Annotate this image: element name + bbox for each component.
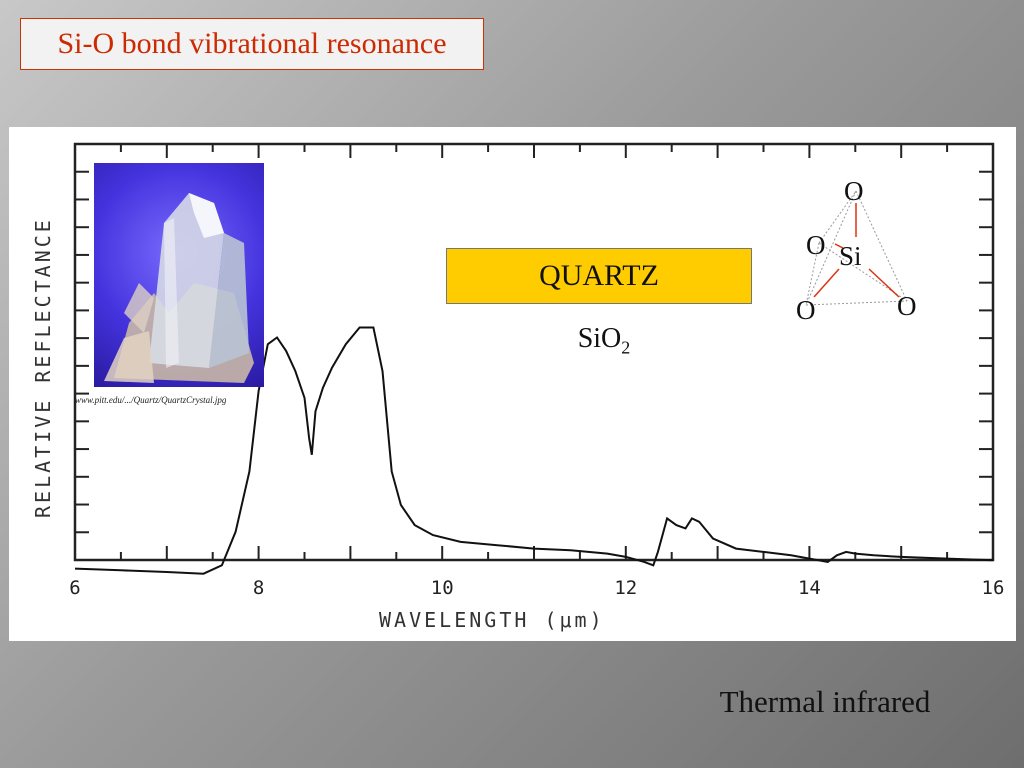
tetra-edge xyxy=(805,190,857,306)
tetra-edge xyxy=(855,190,908,302)
tetra-edge xyxy=(805,300,908,306)
oxygen-atom-left: O xyxy=(806,230,826,260)
formula-subscript: 2 xyxy=(621,337,631,358)
si-o-bond xyxy=(868,268,900,298)
si-o-bond xyxy=(813,268,840,298)
chemical-formula: SiO2 xyxy=(549,323,659,359)
sio4-tetrahedron-diagram: O O Si O O xyxy=(796,176,917,325)
si-o-bond xyxy=(834,243,844,249)
tetra-edge xyxy=(818,242,908,302)
y-axis-label: RELATIVE REFLECTANCE xyxy=(31,217,55,518)
mineral-label: QUARTZ xyxy=(446,248,752,304)
quartz-crystal-image xyxy=(104,193,254,383)
formula-main: SiO xyxy=(577,323,622,354)
x-tick-label: 6 xyxy=(69,577,80,599)
x-tick-label: 16 xyxy=(982,577,1005,599)
reflectance-curve xyxy=(74,326,994,575)
x-tick-label: 12 xyxy=(614,577,637,599)
oxygen-atom-right: O xyxy=(897,291,917,321)
tetra-edge xyxy=(805,242,820,306)
quartz-crystal-photo xyxy=(94,163,264,387)
x-tick-label: 8 xyxy=(253,577,264,599)
slide-title: Si-O bond vibrational resonance xyxy=(20,18,484,70)
oxygen-atom-top: O xyxy=(844,176,864,206)
spectrum-figure: 6 8 10 12 14 16 WAVELENGTH (μm) RELATIVE REFL… xyxy=(9,127,1016,641)
silicon-atom: Si xyxy=(839,241,862,271)
reflectance-chart: 6 8 10 12 14 16 WAVELENGTH (μm) RELATIVE REFL… xyxy=(31,142,1004,632)
axis-ticks xyxy=(74,144,994,560)
x-tick-label: 14 xyxy=(798,577,821,599)
x-tick-label: 10 xyxy=(431,577,454,599)
x-tick-labels: 6 8 10 12 14 16 xyxy=(69,577,1004,599)
x-axis-label: WAVELENGTH (μm) xyxy=(379,608,605,632)
oxygen-atom-bottom-left: O xyxy=(796,295,816,325)
tetra-edge xyxy=(818,190,857,244)
slide-caption: Thermal infrared xyxy=(719,684,931,719)
photo-credit: www.pitt.edu/.../Quartz/QuartzCrystal.jp… xyxy=(75,395,227,405)
